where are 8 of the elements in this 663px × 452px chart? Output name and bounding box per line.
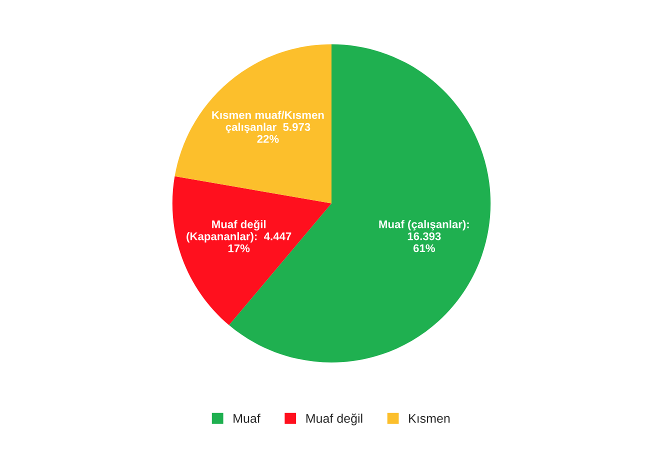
pie-slice [172, 176, 332, 326]
pie-slice [174, 44, 332, 204]
legend-label: Muaf değil [306, 414, 362, 426]
data-label: Muaf (çalışanlar): 16.393 61% [379, 220, 469, 252]
legend-label: Kısmen [409, 414, 450, 423]
data-label: Muaf değil (Kapananlar): 4.447 17% [186, 220, 292, 252]
legend-label: Muaf [234, 414, 260, 423]
data-label: Kısmen muaf/Kısmen çalışanlar 5.973 22% [212, 110, 324, 143]
